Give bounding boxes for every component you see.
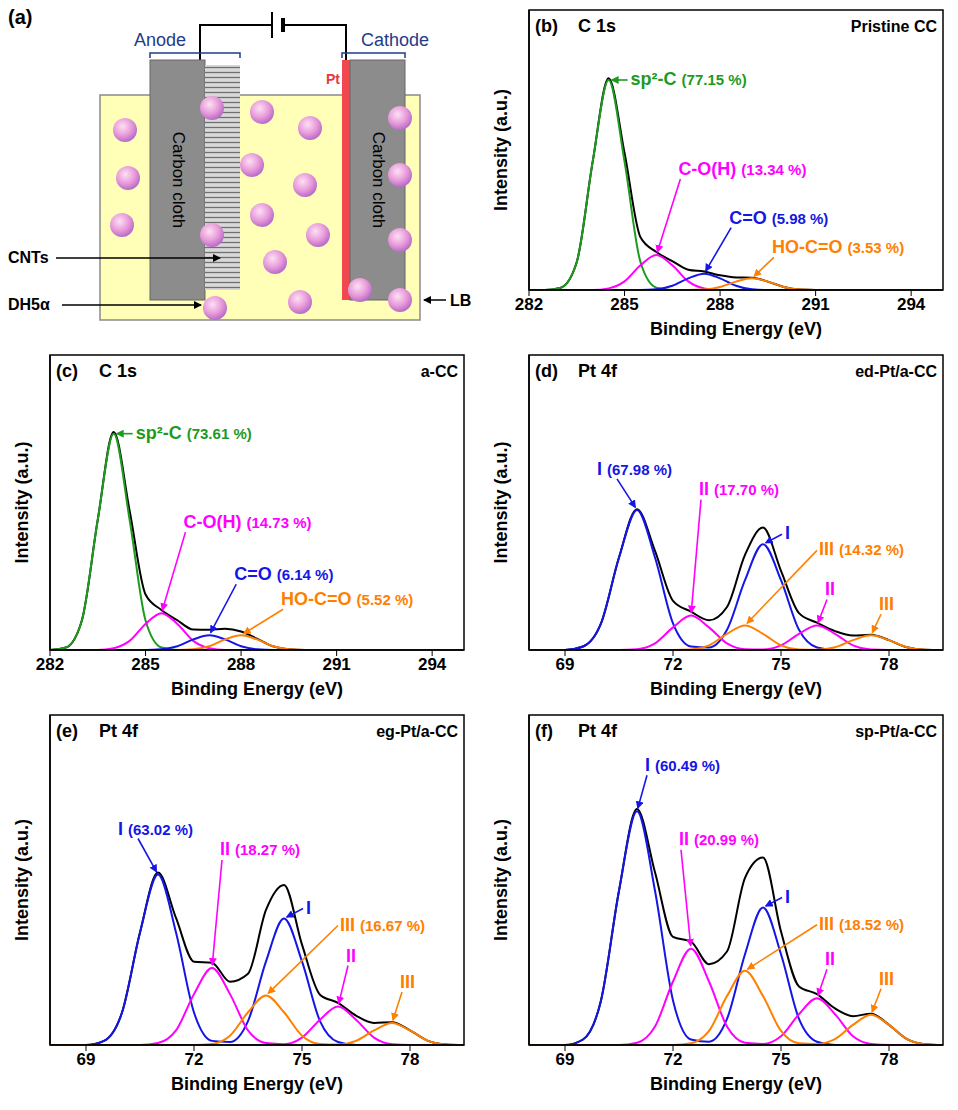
- svg-text:Intensity (a.u.): Intensity (a.u.): [491, 819, 511, 941]
- svg-text:II(18.27 %): II(18.27 %): [220, 839, 300, 859]
- svg-text:Pt: Pt: [326, 71, 340, 87]
- svg-text:(c): (c): [56, 361, 78, 381]
- svg-text:(f): (f): [535, 721, 553, 741]
- svg-text:72: 72: [664, 1050, 683, 1069]
- svg-text:sp²-C(73.61 %): sp²-C(73.61 %): [136, 423, 252, 443]
- svg-text:Carbon cloth: Carbon cloth: [169, 132, 188, 228]
- svg-text:LB: LB: [450, 292, 471, 309]
- svg-text:(b): (b): [535, 16, 558, 36]
- svg-text:Intensity (a.u.): Intensity (a.u.): [491, 89, 511, 211]
- svg-text:eg-Pt/a-CC: eg-Pt/a-CC: [376, 723, 458, 740]
- svg-text:(e): (e): [56, 721, 78, 741]
- svg-text:291: 291: [801, 295, 829, 314]
- svg-text:69: 69: [556, 655, 575, 674]
- svg-text:Binding Energy (eV): Binding Energy (eV): [171, 679, 343, 699]
- svg-text:II(20.99 %): II(20.99 %): [679, 829, 759, 849]
- svg-text:282: 282: [36, 655, 64, 674]
- svg-text:69: 69: [77, 1050, 96, 1069]
- svg-text:C=O(5.98 %): C=O(5.98 %): [729, 208, 828, 228]
- svg-text:282: 282: [515, 295, 543, 314]
- svg-text:HO-C=O(3.53 %): HO-C=O(3.53 %): [772, 237, 904, 257]
- svg-text:III(18.52 %): III(18.52 %): [819, 914, 904, 934]
- svg-text:Pt 4f: Pt 4f: [99, 721, 139, 741]
- svg-text:II: II: [825, 579, 835, 599]
- svg-text:(a): (a): [8, 6, 32, 28]
- svg-text:(d): (d): [535, 361, 558, 381]
- svg-text:III: III: [879, 594, 894, 614]
- svg-text:Intensity (a.u.): Intensity (a.u.): [491, 441, 511, 563]
- svg-text:78: 78: [880, 1050, 899, 1069]
- svg-text:294: 294: [418, 655, 447, 674]
- svg-text:HO-C=O(5.52 %): HO-C=O(5.52 %): [281, 589, 413, 609]
- svg-text:78: 78: [880, 655, 899, 674]
- svg-text:291: 291: [322, 655, 350, 674]
- svg-text:III: III: [879, 969, 894, 989]
- svg-text:69: 69: [556, 1050, 575, 1069]
- svg-text:288: 288: [227, 655, 255, 674]
- svg-text:Carbon cloth: Carbon cloth: [369, 132, 388, 228]
- svg-text:ed-Pt/a-CC: ed-Pt/a-CC: [855, 363, 937, 380]
- svg-text:C=O(6.14 %): C=O(6.14 %): [234, 564, 333, 584]
- svg-text:C 1s: C 1s: [99, 361, 137, 381]
- svg-text:Pristine CC: Pristine CC: [851, 18, 938, 35]
- svg-text:78: 78: [401, 1050, 420, 1069]
- svg-text:Intensity (a.u.): Intensity (a.u.): [12, 819, 32, 941]
- svg-text:I(63.02 %): I(63.02 %): [118, 819, 193, 839]
- svg-text:Binding Energy (eV): Binding Energy (eV): [650, 319, 822, 339]
- svg-text:I(60.49 %): I(60.49 %): [645, 755, 720, 775]
- svg-text:CNTs: CNTs: [8, 249, 49, 266]
- svg-text:75: 75: [772, 655, 791, 674]
- svg-text:III(16.67 %): III(16.67 %): [340, 915, 425, 935]
- svg-text:Anode: Anode: [134, 30, 186, 50]
- svg-text:285: 285: [610, 295, 638, 314]
- svg-text:C-O(H)(13.34 %): C-O(H)(13.34 %): [678, 159, 806, 179]
- svg-text:II: II: [825, 949, 835, 969]
- svg-text:Binding Energy (eV): Binding Energy (eV): [650, 1074, 822, 1094]
- svg-text:Binding Energy (eV): Binding Energy (eV): [650, 679, 822, 699]
- svg-text:I: I: [785, 523, 790, 543]
- svg-text:C 1s: C 1s: [578, 16, 616, 36]
- svg-text:II(17.70 %): II(17.70 %): [699, 479, 779, 499]
- svg-text:Pt 4f: Pt 4f: [578, 361, 618, 381]
- svg-text:Cathode: Cathode: [361, 30, 429, 50]
- svg-text:288: 288: [706, 295, 734, 314]
- svg-text:I: I: [785, 887, 790, 907]
- svg-text:I(67.98 %): I(67.98 %): [597, 459, 672, 479]
- svg-text:Pt 4f: Pt 4f: [578, 721, 618, 741]
- svg-text:II: II: [346, 946, 356, 966]
- svg-text:sp²-C(77.15 %): sp²-C(77.15 %): [631, 69, 747, 89]
- svg-text:72: 72: [664, 655, 683, 674]
- svg-text:III(14.32 %): III(14.32 %): [819, 539, 904, 559]
- svg-text:72: 72: [185, 1050, 204, 1069]
- svg-text:Intensity (a.u.): Intensity (a.u.): [12, 441, 32, 563]
- svg-text:285: 285: [131, 655, 159, 674]
- svg-text:a-CC: a-CC: [421, 363, 459, 380]
- svg-text:I: I: [306, 898, 311, 918]
- svg-text:III: III: [400, 972, 415, 992]
- svg-text:75: 75: [772, 1050, 791, 1069]
- svg-text:294: 294: [897, 295, 926, 314]
- svg-text:DH5α: DH5α: [8, 296, 50, 313]
- svg-text:sp-Pt/a-CC: sp-Pt/a-CC: [855, 723, 937, 740]
- svg-text:75: 75: [293, 1050, 312, 1069]
- svg-text:C-O(H)(14.73 %): C-O(H)(14.73 %): [183, 512, 311, 532]
- svg-text:Binding Energy (eV): Binding Energy (eV): [171, 1074, 343, 1094]
